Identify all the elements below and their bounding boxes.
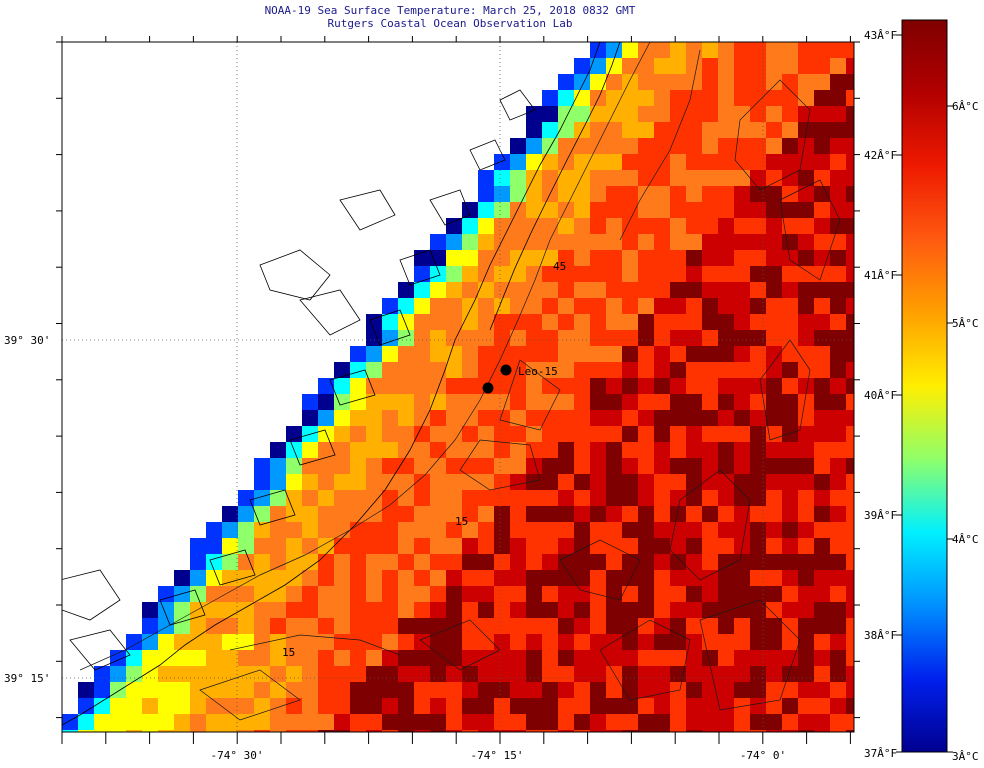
colorbar-f-label: 37Â°F xyxy=(864,747,897,760)
contour-label: 45 xyxy=(553,260,566,273)
lon-label: -74° 0' xyxy=(740,749,786,762)
map-frame xyxy=(61,41,855,733)
graticule xyxy=(62,42,854,732)
station-marker xyxy=(500,364,512,376)
colorbar-f-label: 39Â°F xyxy=(864,509,897,522)
contour-label: 15 xyxy=(455,515,468,528)
map-title: NOAA-19 Sea Surface Temperature: March 2… xyxy=(264,4,636,17)
colorbar-f-label: 43Â°F xyxy=(864,29,897,42)
colorbar: 43Â°F 42Â°F 41Â°F 40Â°F 39Â°F 38Â°F 37Â°… xyxy=(864,19,979,763)
colorbar-gradient xyxy=(901,19,948,753)
colorbar-c-label: 5Â°C xyxy=(952,317,979,330)
colorbar-f-label: 38Â°F xyxy=(864,629,897,642)
map-area: 15 15 45 Leo-15 xyxy=(62,42,854,732)
lat-label: 39° 15' xyxy=(4,672,50,685)
colorbar-c-label: 6Â°C xyxy=(952,100,979,113)
station-marker xyxy=(482,382,494,394)
colorbar-c-label: 4Â°C xyxy=(952,533,979,546)
colorbar-f-label: 41Â°F xyxy=(864,269,897,282)
sst-pixel-field xyxy=(62,42,854,732)
station-label-leo-15: Leo-15 xyxy=(518,365,558,378)
map-subtitle: Rutgers Coastal Ocean Observation Lab xyxy=(327,17,573,30)
lon-label: -74° 15' xyxy=(471,749,524,762)
colorbar-f-label: 40Â°F xyxy=(864,389,897,402)
bathymetry-contours xyxy=(79,42,841,721)
colorbar-f-label: 42Â°F xyxy=(864,149,897,162)
colorbar-c-label: 3Â°C xyxy=(952,750,979,763)
lat-label: 39° 30' xyxy=(4,334,50,347)
coastline xyxy=(62,42,621,726)
lon-label: -74° 30' xyxy=(211,749,264,762)
axis-ticks xyxy=(56,36,860,744)
contour-label: 15 xyxy=(282,646,295,659)
